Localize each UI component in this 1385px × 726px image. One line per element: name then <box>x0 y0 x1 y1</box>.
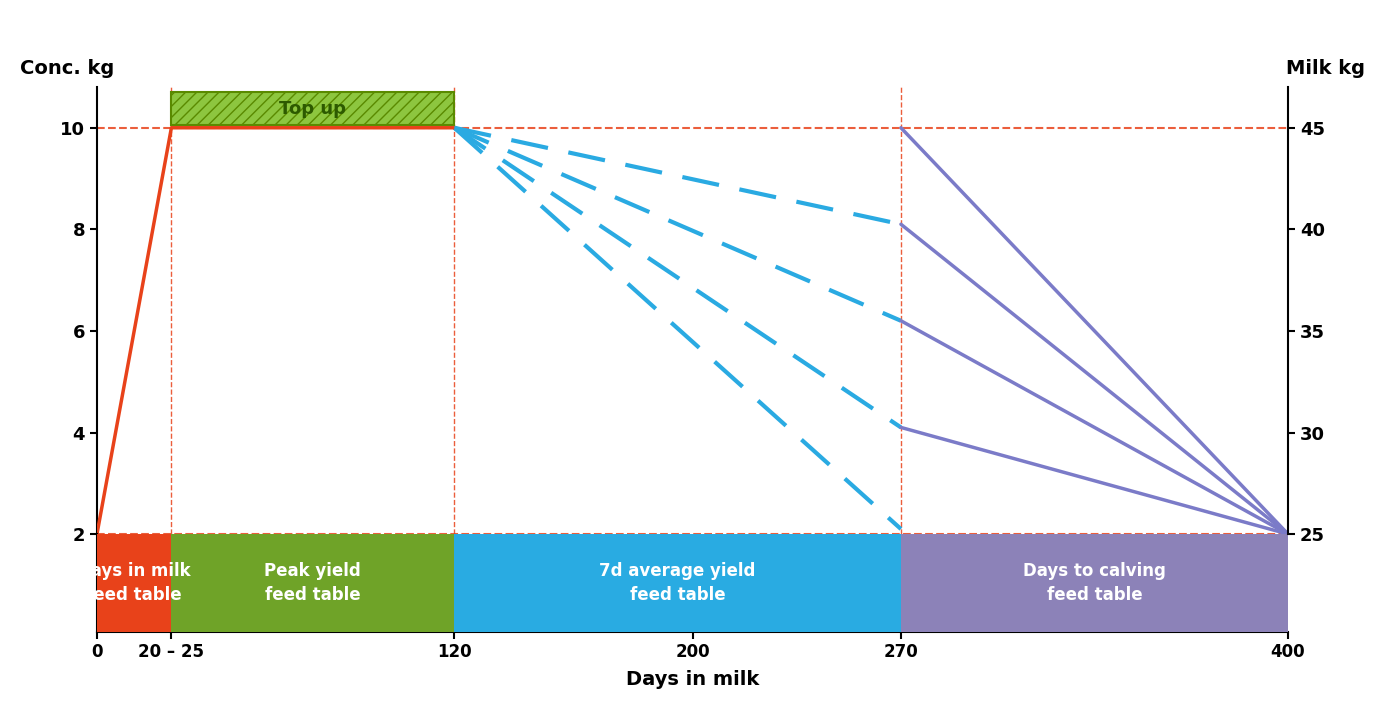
Bar <box>902 534 1288 632</box>
Bar <box>172 534 454 632</box>
Text: Days to calving
feed table: Days to calving feed table <box>1024 562 1166 603</box>
Text: Peak yield
feed table: Peak yield feed table <box>265 562 361 603</box>
Text: Top up: Top up <box>280 99 346 118</box>
X-axis label: Days in milk: Days in milk <box>626 670 759 689</box>
Bar <box>97 534 172 632</box>
Bar <box>454 534 902 632</box>
Bar <box>172 92 454 125</box>
Text: Conc. kg: Conc. kg <box>19 60 114 78</box>
Text: Days in milk
feed table: Days in milk feed table <box>78 562 191 603</box>
Text: 7d average yield
feed table: 7d average yield feed table <box>600 562 756 603</box>
Text: Milk kg: Milk kg <box>1287 60 1366 78</box>
